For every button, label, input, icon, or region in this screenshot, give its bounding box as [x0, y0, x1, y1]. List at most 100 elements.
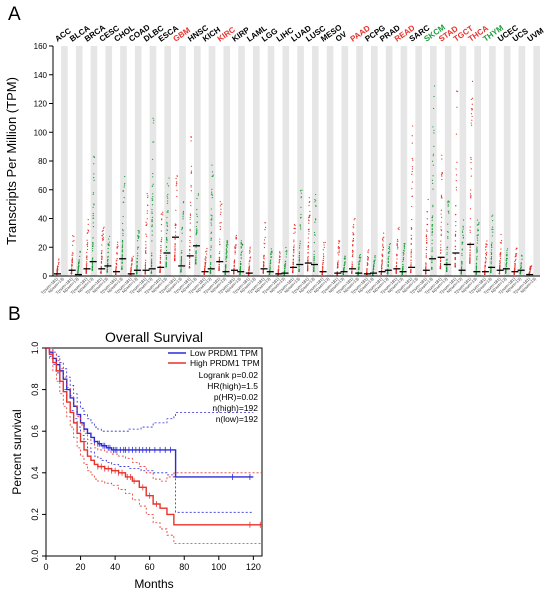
dot-kirc-normal: [225, 256, 228, 258]
dot-sarc-tumor: [410, 234, 412, 236]
dot-hnsc-tumor: [189, 230, 191, 232]
dot-coad-normal: [136, 262, 138, 264]
dot-esca-tumor: [160, 246, 162, 249]
dot-kirc-tumor: [219, 228, 221, 231]
dot-kich-normal: [211, 188, 213, 190]
dot-tgct-tumor: [455, 189, 458, 191]
dot-ov-tumor: [338, 240, 340, 242]
category-band-sarc: [415, 46, 422, 276]
dot-prad-tumor: [382, 240, 384, 242]
dot-coad-tumor: [130, 264, 133, 266]
dot-skcm-tumor: [425, 239, 428, 241]
dot-meso-tumor: [321, 269, 324, 271]
dot-dlbc-normal: [151, 255, 153, 257]
dot-cesc-tumor: [101, 257, 103, 260]
dot-brca-tumor: [86, 261, 88, 263]
dot-esca-tumor: [159, 262, 161, 264]
dot-hnsc-normal: [195, 250, 197, 252]
dot-gbm-normal: [180, 255, 183, 258]
dot-gbm-tumor: [176, 181, 178, 183]
dot-skcm-normal: [433, 95, 435, 98]
dot-read-tumor: [396, 261, 398, 263]
dot-ucs-tumor: [515, 258, 517, 260]
dot-dlbc-normal: [150, 272, 153, 274]
dot-stad-tumor: [441, 175, 443, 177]
dot-stad-normal: [446, 252, 448, 254]
dot-tgct-tumor: [454, 248, 457, 251]
expression-dot-plot: 0 20 40 60 80 100 120 140 160 Transcripts Per Mil…: [4, 23, 546, 296]
dot-ov-tumor: [338, 254, 340, 256]
dot-lgg-normal: [268, 273, 271, 275]
dot-prad-normal: [389, 250, 391, 252]
dot-esca-tumor: [159, 258, 162, 260]
category-band-luad: [297, 46, 304, 276]
dot-dlbc-tumor: [144, 261, 147, 264]
dot-cesc-normal: [107, 244, 109, 246]
dot-thca-normal: [476, 249, 478, 251]
dot-blca-tumor: [70, 273, 73, 275]
dot-esca-tumor: [159, 254, 161, 257]
dot-cesc-tumor: [100, 252, 103, 254]
dot-brca-tumor: [87, 223, 89, 225]
dot-lusc-normal: [313, 268, 315, 270]
dot-luad-normal: [299, 190, 302, 192]
dot-uvm-tumor: [529, 270, 531, 272]
dot-blca-normal: [78, 262, 80, 264]
dot-ucec-normal: [506, 248, 509, 250]
dot-prad-normal: [388, 245, 390, 248]
category-band-laml: [252, 46, 260, 276]
dot-tgct-tumor: [456, 174, 458, 176]
dot-coad-tumor: [130, 260, 133, 262]
dot-brca-tumor: [86, 239, 88, 241]
dot-pcpg-normal: [372, 264, 375, 266]
dot-lusc-normal: [313, 255, 315, 258]
y-tick-label-20: 20: [38, 243, 47, 252]
dot-dlbc-tumor: [144, 263, 147, 265]
dot-ov-normal: [342, 273, 344, 275]
dot-dlbc-tumor: [146, 235, 148, 237]
dot-lusc-tumor: [307, 219, 310, 221]
dot-pcpg-normal: [372, 271, 374, 273]
dot-kirp-tumor: [234, 253, 236, 255]
dot-ucec-normal: [505, 254, 508, 256]
dot-gbm-normal: [180, 267, 182, 269]
dot-thym-tumor: [484, 262, 486, 264]
dot-ucec-tumor: [500, 242, 502, 244]
dot-luad-tumor: [293, 227, 295, 229]
dot-ov-tumor: [337, 247, 339, 249]
dot-esca-tumor: [160, 213, 162, 215]
dot-ucec-tumor: [499, 264, 501, 266]
dot-gbm-normal: [180, 271, 182, 273]
dot-esca-normal: [167, 200, 169, 202]
dot-lgg-tumor: [264, 229, 266, 231]
dot-acc-tumor: [58, 263, 60, 265]
dot-dlbc-tumor: [145, 247, 147, 249]
dot-meso-tumor: [323, 244, 325, 246]
dot-thym-normal: [491, 219, 494, 222]
dot-gbm-normal: [181, 250, 183, 252]
dot-stad-normal: [446, 246, 448, 249]
dot-thca-tumor: [469, 253, 471, 255]
dot-paad-normal: [358, 262, 360, 264]
dot-meso-tumor: [322, 264, 324, 266]
dot-thym-tumor: [484, 273, 486, 275]
dot-tgct-normal: [461, 230, 464, 232]
y-tick-label-120: 120: [34, 100, 48, 109]
dot-lihc-tumor: [277, 274, 279, 276]
dot-dlbc-normal: [152, 122, 154, 124]
dot-pcpg-normal: [372, 267, 375, 270]
dot-ov-tumor: [337, 266, 339, 269]
dot-hnsc-tumor: [189, 213, 191, 215]
dot-blca-tumor: [71, 252, 74, 254]
dot-kirp-tumor: [234, 251, 236, 253]
dot-ucec-tumor: [499, 257, 502, 260]
dot-skcm-normal: [431, 228, 433, 231]
dot-dlbc-normal: [152, 141, 154, 143]
dot-esca-normal: [165, 265, 167, 268]
dot-gbm-tumor: [174, 223, 176, 225]
dot-skcm-normal: [431, 242, 433, 245]
dot-gbm-normal: [182, 202, 185, 204]
dot-read-tumor: [397, 248, 399, 250]
stat-line-1: HR(high)=1.5: [207, 381, 258, 391]
dot-kirp-normal: [239, 267, 242, 270]
